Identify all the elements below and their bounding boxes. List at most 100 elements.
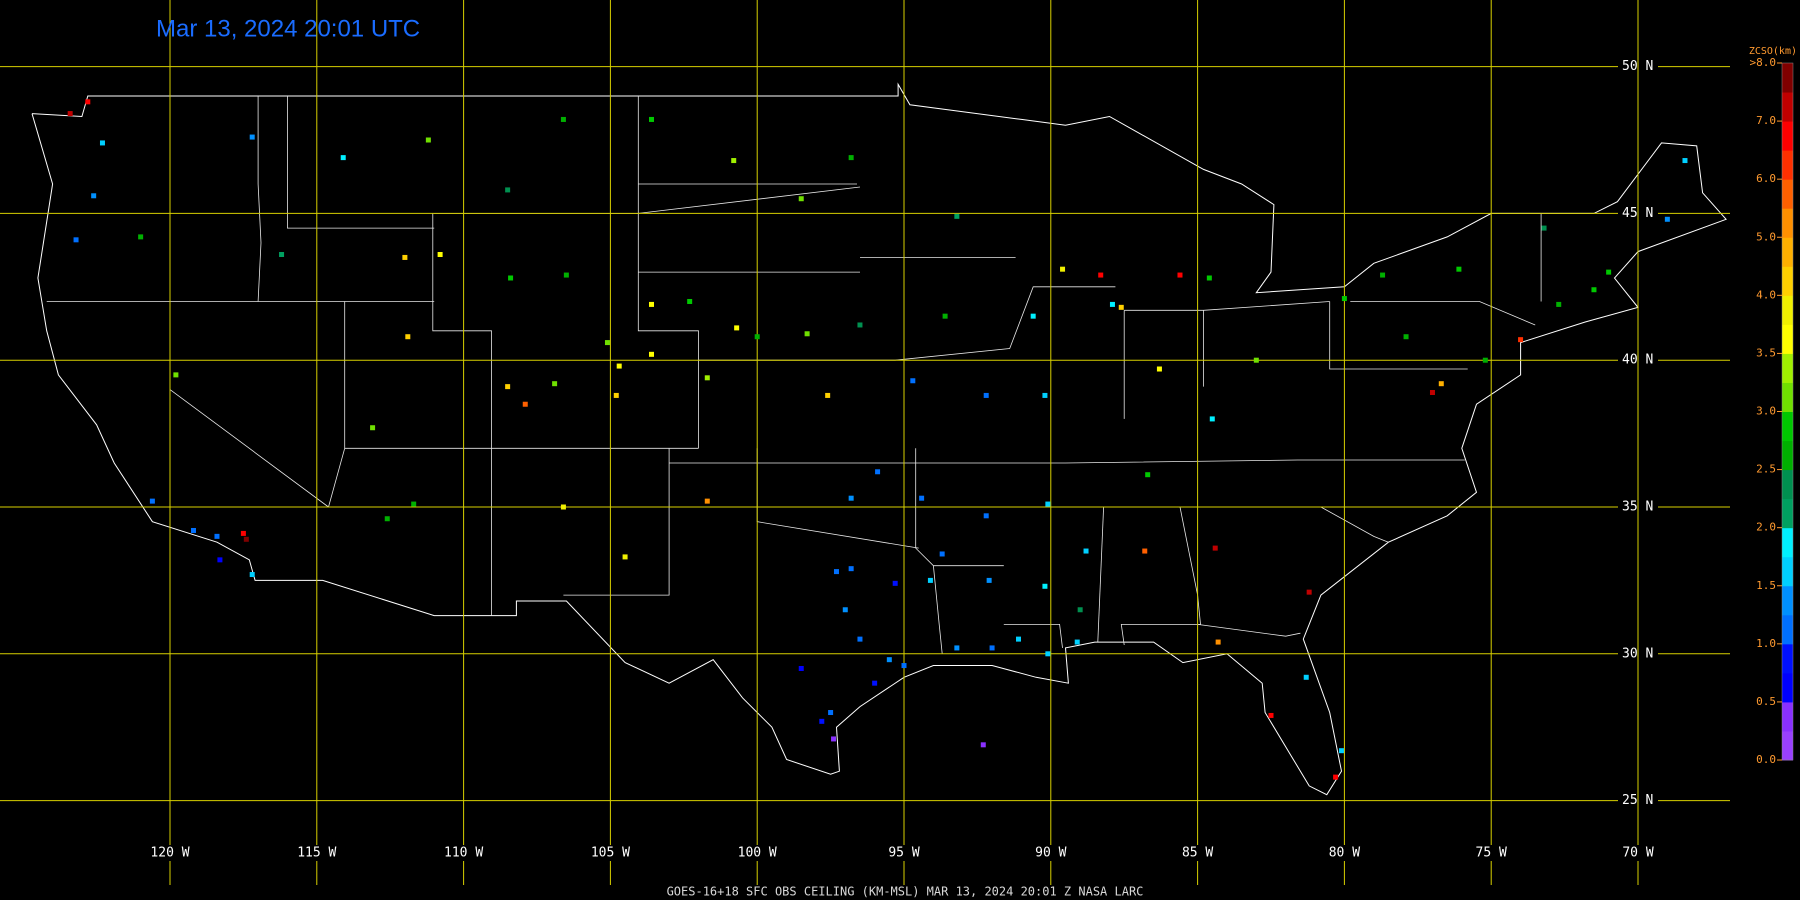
station-observation [983, 392, 989, 398]
station-observation [622, 554, 628, 560]
station-observation [1429, 389, 1435, 395]
label-background [734, 845, 781, 861]
station-observation [1109, 301, 1115, 307]
station-observation [138, 234, 144, 240]
state-boundary [1197, 624, 1301, 637]
longitude-label: 110 W [444, 846, 483, 861]
station-observation [842, 607, 848, 613]
station-observation [1045, 651, 1051, 657]
station-observation [986, 577, 992, 583]
station-observation [1456, 266, 1462, 272]
station-observation [563, 272, 569, 278]
station-observation [1333, 774, 1339, 780]
colorbar-label: 4.0 [1756, 288, 1776, 301]
longitude-label: 105 W [591, 846, 630, 861]
colorbar-label: 0.5 [1756, 695, 1776, 708]
colorbar-label: 3.0 [1756, 405, 1776, 418]
station-observation [402, 254, 408, 260]
station-observation [1142, 548, 1148, 554]
station-observation [505, 187, 511, 193]
state-boundary [895, 286, 1116, 361]
station-observation [249, 572, 255, 578]
station-observation [1042, 583, 1048, 589]
state-boundary [432, 213, 492, 616]
station-observation [857, 636, 863, 642]
station-observation [243, 536, 249, 542]
station-observation [370, 425, 376, 431]
colorbar-segment [1782, 382, 1793, 412]
station-observation [954, 645, 960, 651]
colorbar-label: 2.0 [1756, 521, 1776, 534]
station-observation [560, 116, 566, 122]
longitude-label: 70 W [1622, 846, 1653, 861]
colorbar-segment [1782, 324, 1793, 354]
colorbar-segment [1782, 92, 1793, 122]
station-observation [67, 111, 73, 117]
station-observation [1145, 472, 1151, 478]
station-observation [340, 155, 346, 161]
station-observation [825, 392, 831, 398]
colorbar-segment [1782, 527, 1793, 558]
longitude-label: 120 W [150, 846, 189, 861]
label-background [1321, 845, 1368, 861]
colorbar-label: 1.5 [1756, 579, 1776, 592]
station-observation [384, 516, 390, 522]
station-observation [1098, 272, 1104, 278]
colorbar-segment [1782, 121, 1793, 151]
station-observation [1253, 357, 1259, 363]
colorbar-segment [1782, 643, 1793, 674]
station-observation [1206, 275, 1212, 281]
station-observation [872, 680, 878, 686]
station-observation [980, 742, 986, 748]
longitude-label: 90 W [1035, 846, 1066, 861]
station-observation [798, 665, 804, 671]
station-observation [99, 140, 105, 146]
longitude-label: 80 W [1329, 846, 1360, 861]
footer: GOES-16+18 SFC OBS CEILING (KM-MSL) MAR … [667, 885, 1144, 899]
station-observation [149, 498, 155, 504]
colorbar-segment [1782, 440, 1793, 471]
station-observation [279, 252, 285, 258]
label-background [147, 845, 193, 861]
map-title: Mar 13, 2024 20:01 UTC [156, 15, 420, 42]
station-observation [848, 566, 854, 572]
station-observation [508, 275, 514, 281]
station-observation [249, 134, 255, 140]
colorbar-segment [1782, 353, 1793, 383]
station-observation [1606, 269, 1612, 275]
colorbar-segment [1782, 237, 1793, 267]
state-boundary [933, 565, 943, 654]
colorbar-segment [1782, 614, 1793, 645]
label-background [1615, 845, 1661, 861]
state-boundary [563, 448, 670, 596]
station-observation [1438, 381, 1444, 387]
colorbar-segment [1782, 730, 1793, 761]
us-outline [31, 82, 1727, 796]
colorbar-segment [1782, 498, 1793, 529]
station-observation [875, 469, 881, 475]
station-observation [560, 504, 566, 510]
station-observation [411, 501, 417, 507]
station-observation [1518, 337, 1524, 343]
station-observation [848, 155, 854, 161]
colorbar-segment [1782, 63, 1793, 93]
label-background [1027, 845, 1074, 861]
longitude-label: 100 W [738, 846, 777, 861]
colorbar-segment [1782, 556, 1793, 587]
state-boundary [915, 448, 934, 566]
station-observation [1380, 272, 1386, 278]
station-observation [1177, 272, 1183, 278]
station-observation [704, 375, 710, 381]
state-boundary [1350, 301, 1536, 326]
station-observation [1045, 501, 1051, 507]
station-observation [1338, 748, 1344, 754]
colorbar-segment [1782, 469, 1793, 500]
longitude-label: 85 W [1182, 846, 1213, 861]
colorbar-segment [1782, 266, 1793, 296]
state-boundary [287, 96, 435, 229]
station-observation [1482, 357, 1488, 363]
